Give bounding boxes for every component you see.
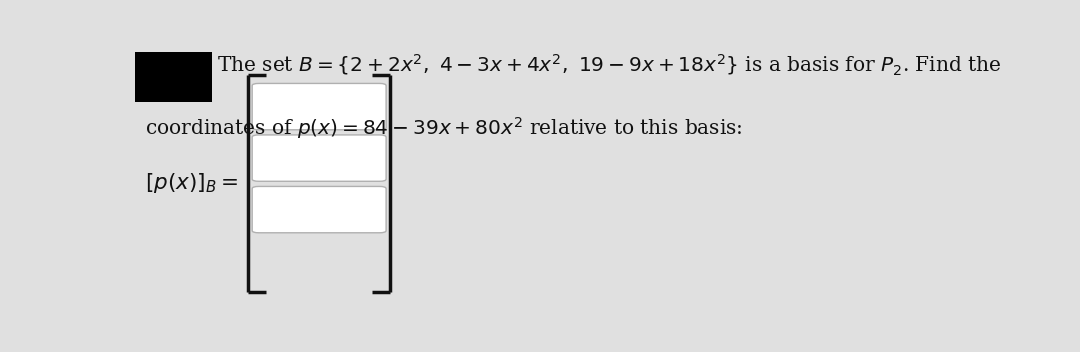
FancyBboxPatch shape xyxy=(253,187,386,233)
Bar xyxy=(135,52,212,102)
FancyBboxPatch shape xyxy=(253,83,386,130)
Text: $[p(x)]_B =$: $[p(x)]_B =$ xyxy=(145,171,238,195)
Text: The set $\mathit{B} = \{2 + 2x^2,\ 4 - 3x + 4x^2,\ 19 - 9x + 18x^2\}$ is a basis: The set $\mathit{B} = \{2 + 2x^2,\ 4 - 3… xyxy=(217,52,1001,77)
Text: coordinates of $p(x) = 84 - 39x + 80x^2$ relative to this basis:: coordinates of $p(x) = 84 - 39x + 80x^2$… xyxy=(145,115,743,141)
FancyBboxPatch shape xyxy=(253,135,386,181)
